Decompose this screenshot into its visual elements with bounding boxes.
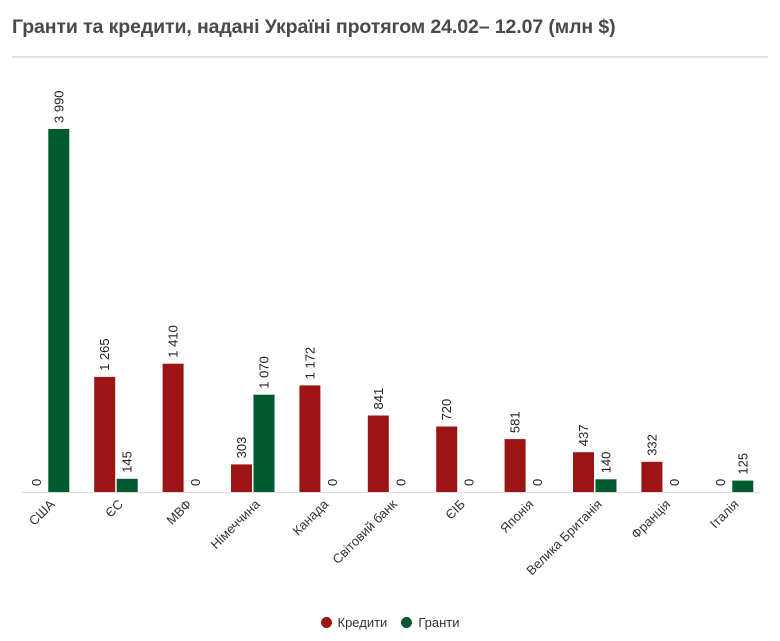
value-label-hranty-9: 0: [667, 479, 682, 486]
legend-swatch-icon: [401, 617, 413, 629]
legend-label: Кредити: [337, 615, 388, 631]
category-label-1: ЄС: [102, 497, 126, 521]
value-label-hranty-1: 145: [120, 451, 135, 473]
category-label-3: Німеччина: [208, 496, 264, 552]
value-label-hranty-2: 0: [188, 479, 203, 486]
value-label-hranty-6: 0: [462, 479, 477, 486]
value-label-kredyty-3: 303: [234, 437, 249, 459]
value-label-kredyty-1: 1 265: [97, 338, 112, 371]
value-labels-layer: 0 3 990 1 265 145 1 410 0 303 1 070 1 172 0 841 0 72…: [29, 90, 750, 486]
bar-kredyty-4: [299, 385, 321, 492]
legend-item-hranty: Гранти: [401, 615, 459, 630]
value-label-kredyty-5: 841: [371, 388, 386, 410]
value-label-kredyty-6: 720: [439, 399, 454, 421]
title-divider: [12, 56, 768, 58]
value-label-kredyty-0: 0: [29, 479, 44, 486]
category-label-0: США: [26, 496, 58, 528]
category-label-2: МВФ: [163, 496, 194, 527]
value-label-hranty-5: 0: [393, 479, 408, 486]
bar-kredyty-9: [641, 461, 663, 492]
legend-swatch-icon: [320, 617, 332, 629]
bar-kredyty-3: [231, 464, 252, 492]
value-label-hranty-0: 3 990: [51, 90, 66, 123]
value-label-kredyty-9: 332: [644, 434, 659, 456]
value-label-kredyty-2: 1 410: [166, 325, 181, 358]
category-label-10: Італія: [707, 497, 742, 532]
value-label-kredyty-4: 1 172: [302, 347, 317, 380]
legend-item-kredyty: Кредити: [320, 615, 388, 631]
bar-hranty-0: [48, 129, 70, 492]
bar-kredyty-6: [436, 426, 458, 492]
legend-label: Гранти: [418, 615, 460, 631]
bar-hranty-8: [595, 479, 617, 492]
category-label-9: Франція: [628, 497, 673, 542]
value-label-kredyty-7: 581: [508, 411, 523, 433]
bars-layer: [48, 129, 754, 492]
bar-hranty-3: [253, 394, 275, 492]
bar-kredyty-8: [573, 452, 594, 492]
value-label-hranty-4: 0: [325, 479, 340, 486]
category-label-6: ЄІБ: [442, 497, 468, 523]
value-label-hranty-8: 140: [599, 452, 614, 474]
category-label-8: Велика Британія: [523, 497, 605, 579]
value-label-hranty-3: 1 070: [257, 356, 272, 389]
bar-kredyty-5: [367, 415, 389, 492]
value-label-kredyty-8: 437: [576, 424, 591, 446]
value-label-kredyty-10: 0: [713, 479, 728, 486]
bar-kredyty-2: [162, 363, 184, 492]
bar-hranty-10: [732, 480, 754, 492]
value-label-hranty-7: 0: [530, 479, 545, 486]
bar-kredyty-7: [504, 439, 526, 492]
category-label-5: Світовий банк: [329, 496, 400, 567]
category-label-4: Канада: [289, 496, 331, 538]
legend: Кредити Гранти: [0, 614, 780, 630]
category-label-7: Японія: [497, 497, 536, 536]
chart-title: Гранти та кредити, надані Україні протяг…: [12, 16, 616, 38]
bar-kredyty-1: [94, 376, 116, 492]
bar-hranty-1: [116, 478, 138, 492]
value-label-hranty-10: 125: [735, 453, 750, 475]
bar-chart: 0 3 990 1 265 145 1 410 0 303 1 070 1 172 0 841 0 72…: [22, 90, 760, 578]
